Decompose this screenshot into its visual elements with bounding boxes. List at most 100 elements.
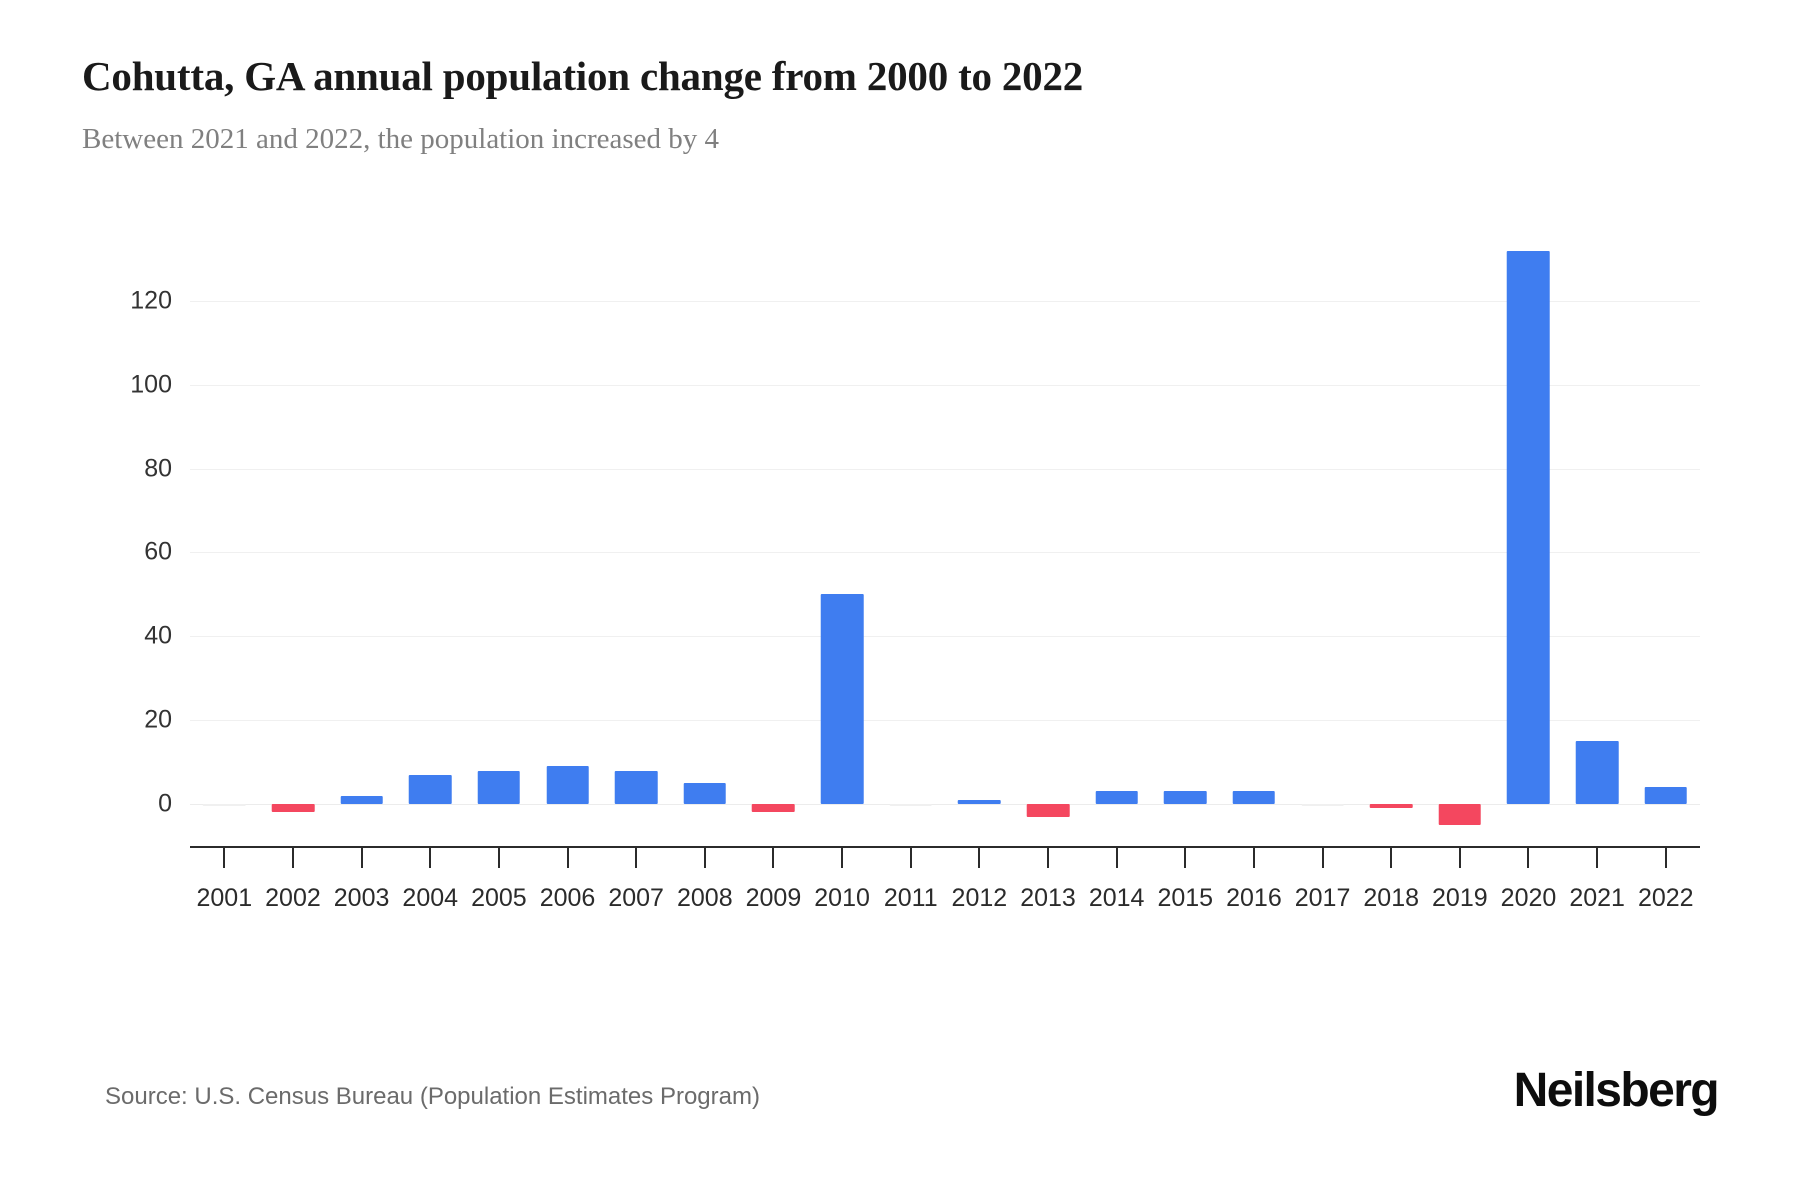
bar-slot[interactable] xyxy=(1563,238,1632,846)
bar-slot[interactable] xyxy=(1426,238,1495,846)
bar-slot[interactable] xyxy=(1151,238,1220,846)
bar-slot[interactable] xyxy=(739,238,808,846)
bar-slot[interactable] xyxy=(190,238,259,846)
x-tick-slot xyxy=(1631,848,1700,870)
chart-plot-area: 0 20 40 60 80 100 120 2001 2002 2003 2004 2005 2006… xyxy=(0,238,1800,998)
bar-slot[interactable] xyxy=(327,238,396,846)
bar-2006[interactable] xyxy=(546,766,589,805)
x-label-slot: 2004 xyxy=(396,884,465,913)
chart-header: Cohutta, GA annual population change fro… xyxy=(82,52,1722,157)
x-label-slot: 2012 xyxy=(945,884,1014,913)
x-label-slot: 2018 xyxy=(1357,884,1426,913)
x-tick-slot xyxy=(396,848,465,870)
x-axis-labels: 2001 2002 2003 2004 2005 2006 2007 2008 2009 2010… xyxy=(190,884,1700,913)
bar-slot[interactable] xyxy=(465,238,534,846)
x-tick-slot xyxy=(1563,848,1632,870)
gridline xyxy=(190,552,1700,554)
x-tick-label: 2004 xyxy=(402,884,459,912)
x-tick-mark xyxy=(772,848,775,868)
brand-logo: Neilsberg xyxy=(1513,1064,1720,1117)
bar-slot[interactable] xyxy=(1357,238,1426,846)
x-label-slot: 2003 xyxy=(327,884,396,913)
bar-slot[interactable] xyxy=(1494,238,1563,846)
bar-2001[interactable] xyxy=(203,804,246,807)
x-tick-mark xyxy=(291,848,294,868)
x-tick-label: 2012 xyxy=(951,884,1008,912)
bar-2012[interactable] xyxy=(958,799,1001,805)
x-tick-slot xyxy=(259,848,328,870)
bar-2002[interactable] xyxy=(271,804,315,813)
y-tick-label: 0 xyxy=(158,789,172,818)
bar-2004[interactable] xyxy=(408,774,452,805)
y-tick-label: 60 xyxy=(144,537,172,566)
bar-2009[interactable] xyxy=(752,804,795,813)
x-tick-slot xyxy=(327,848,396,870)
x-tick-label: 2011 xyxy=(883,884,938,912)
bar-2019[interactable] xyxy=(1438,804,1482,826)
bar-slot[interactable] xyxy=(1220,238,1289,846)
x-tick-slot xyxy=(1082,848,1151,870)
x-tick-mark xyxy=(1390,848,1393,868)
x-tick-mark xyxy=(1664,848,1667,868)
gridlines xyxy=(190,238,1700,846)
x-tick-label: 2010 xyxy=(814,884,870,912)
bar-2016[interactable] xyxy=(1232,791,1276,805)
x-tick-mark xyxy=(1115,848,1118,868)
bar-2013[interactable] xyxy=(1026,804,1070,817)
bar-slot[interactable] xyxy=(1631,238,1700,846)
bar-2017[interactable] xyxy=(1301,804,1344,807)
bar-2010[interactable] xyxy=(820,594,864,805)
bar-2018[interactable] xyxy=(1369,804,1413,809)
bar-slot[interactable] xyxy=(396,238,465,846)
x-tick-label: 2014 xyxy=(1088,884,1145,912)
x-tick-mark xyxy=(909,848,912,868)
y-tick-label: 40 xyxy=(144,621,172,650)
x-label-slot: 2016 xyxy=(1220,884,1289,913)
x-tick-label: 2003 xyxy=(333,884,390,912)
chart-subtitle: Between 2021 and 2022, the population in… xyxy=(82,123,720,156)
x-tick-mark xyxy=(497,848,500,868)
x-tick-label: 2017 xyxy=(1294,884,1351,912)
x-label-slot: 2001 xyxy=(190,884,259,913)
gridline xyxy=(190,384,1700,386)
y-tick-label: 20 xyxy=(144,705,172,734)
bar-2005[interactable] xyxy=(477,770,521,805)
x-label-slot: 2005 xyxy=(465,884,534,913)
bar-2020[interactable] xyxy=(1507,250,1550,805)
bar-slot[interactable] xyxy=(1014,238,1083,846)
x-tick-mark xyxy=(429,848,432,868)
y-axis: 0 20 40 60 80 100 120 xyxy=(100,238,172,846)
x-tick-mark xyxy=(1321,848,1324,868)
bar-2003[interactable] xyxy=(340,795,383,805)
x-label-slot: 2022 xyxy=(1631,884,1700,913)
bar-slot[interactable] xyxy=(808,238,877,846)
bar-slot[interactable] xyxy=(602,238,671,846)
bar-2007[interactable] xyxy=(614,770,658,805)
x-tick-mark xyxy=(1596,848,1599,868)
zero-line xyxy=(190,804,1700,806)
bar-slot[interactable] xyxy=(533,238,602,846)
bar-slot[interactable] xyxy=(1082,238,1151,846)
gridline xyxy=(190,468,1700,470)
bar-2008[interactable] xyxy=(683,783,727,805)
x-tick-mark xyxy=(360,848,363,868)
bar-2015[interactable] xyxy=(1164,791,1207,805)
x-tick-label: 2001 xyxy=(196,884,253,912)
x-tick-label: 2022 xyxy=(1637,884,1694,912)
x-tick-label: 2020 xyxy=(1500,884,1557,912)
bar-series xyxy=(190,238,1700,846)
bar-2011[interactable] xyxy=(889,804,932,807)
x-label-slot: 2013 xyxy=(1014,884,1083,913)
bar-slot[interactable] xyxy=(670,238,739,846)
bar-slot[interactable] xyxy=(1288,238,1357,846)
bar-slot[interactable] xyxy=(945,238,1014,846)
bar-2014[interactable] xyxy=(1095,791,1138,805)
bar-slot[interactable] xyxy=(876,238,945,846)
bar-2021[interactable] xyxy=(1575,741,1619,805)
bar-2022[interactable] xyxy=(1644,787,1688,805)
chart-footer: Source: U.S. Census Bureau (Population E… xyxy=(0,1064,1800,1165)
gridline xyxy=(190,636,1700,638)
bar-slot[interactable] xyxy=(259,238,328,846)
x-label-slot: 2007 xyxy=(602,884,671,913)
